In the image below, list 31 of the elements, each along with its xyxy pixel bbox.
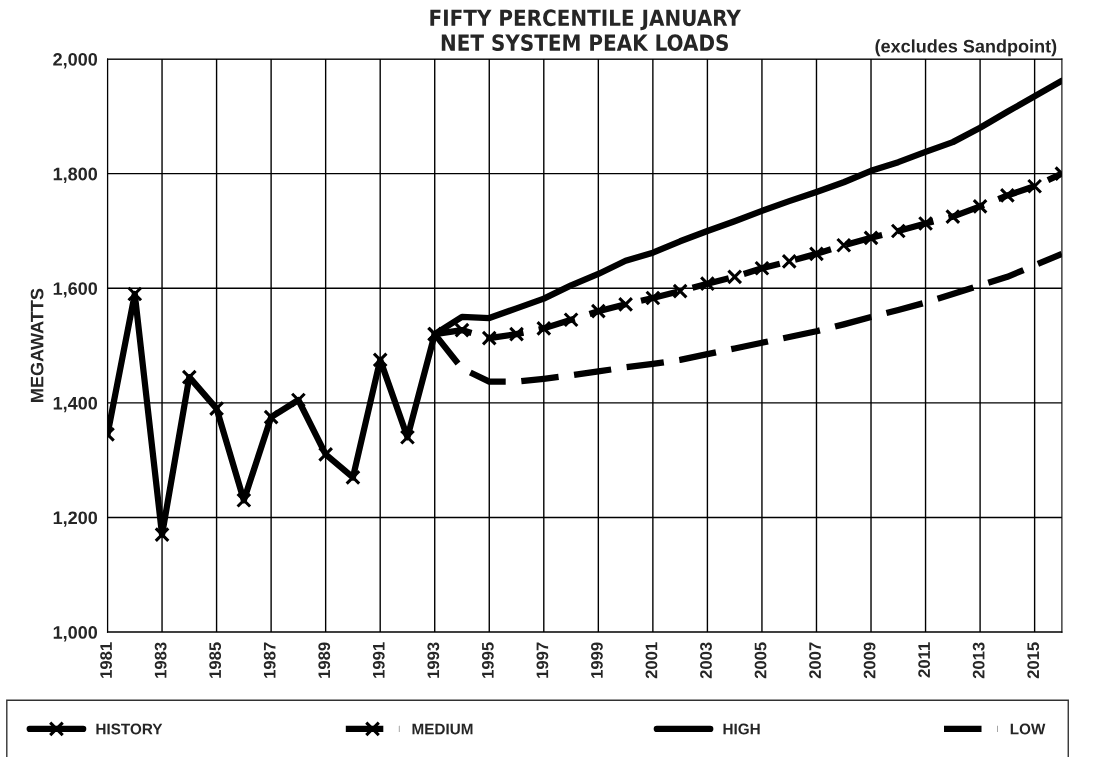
- legend-label: MEDIUM: [412, 723, 473, 735]
- x-tick-label: 1993: [427, 642, 440, 678]
- x-tick-label: 1985: [209, 642, 222, 678]
- y-tick-label: 2,000: [53, 52, 98, 69]
- x-tick-label: 1981: [100, 642, 112, 678]
- x-tick-label: 1989: [318, 642, 331, 678]
- y-axis-title: MEGAWATTS: [30, 288, 44, 402]
- x-tick-label: 2001: [645, 642, 658, 679]
- y-tick-label: 1,600: [53, 282, 98, 298]
- text: (excludes Sandpoint): [875, 39, 1057, 57]
- x-tick-label: 2011: [918, 642, 931, 678]
- x-tick-label: 1983: [154, 642, 167, 678]
- x-tick-label: 1991: [372, 642, 385, 678]
- y-tick-label: 1,000: [53, 626, 98, 642]
- y-tick-label: 1,200: [53, 511, 98, 527]
- x-tick-label: 1999: [591, 642, 603, 678]
- chart-title: FIFTY PERCENTILE JANUARY NET SYSTEM PEAK LOADS: [430, 9, 742, 52]
- x-tick-label: 2007: [809, 642, 821, 679]
- x-tick-label: 2003: [700, 642, 712, 679]
- legend-label: HISTORY: [96, 723, 163, 735]
- x-tick-label: 1995: [481, 642, 494, 678]
- y-tick-label: 1,800: [53, 167, 98, 183]
- legend-label: HIGH: [723, 723, 760, 735]
- x-tick-label: 2013: [972, 642, 985, 679]
- x-tick-label: 2009: [863, 642, 876, 679]
- x-tick-label: 1987: [263, 642, 276, 678]
- legend-label: LOW: [1010, 723, 1046, 735]
- x-tick-label: 2015: [1027, 642, 1040, 679]
- x-tick-label: 1997: [536, 642, 549, 678]
- y-tick-label: 1,400: [53, 396, 98, 413]
- x-tick-label: 2005: [754, 642, 767, 679]
